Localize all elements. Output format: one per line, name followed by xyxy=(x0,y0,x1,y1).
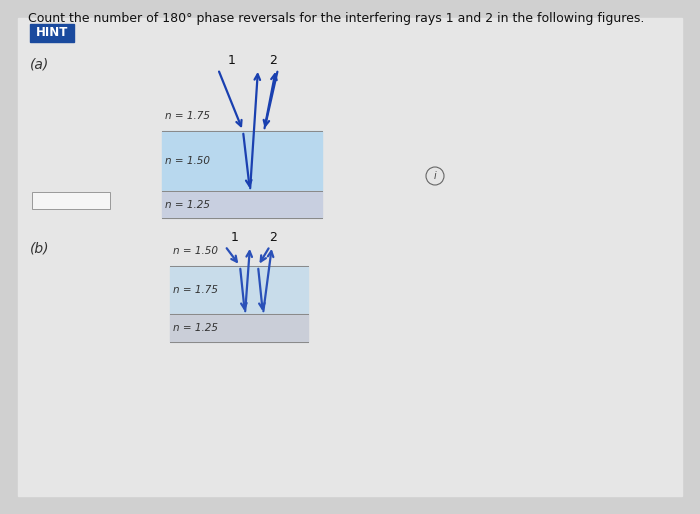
Text: i: i xyxy=(433,171,436,181)
Text: (b): (b) xyxy=(30,242,50,256)
Text: (a): (a) xyxy=(30,58,49,72)
Text: Count the number of 180° phase reversals for the interfering rays 1 and 2 in the: Count the number of 180° phase reversals… xyxy=(28,12,645,25)
Text: n = 1.75: n = 1.75 xyxy=(173,285,218,295)
Text: 2: 2 xyxy=(269,54,277,67)
Bar xyxy=(170,314,308,342)
Text: n = 1.25: n = 1.25 xyxy=(165,199,210,210)
Bar xyxy=(30,24,74,42)
Bar xyxy=(162,131,322,191)
Text: 1: 1 xyxy=(231,231,239,244)
Text: n = 1.50: n = 1.50 xyxy=(165,156,210,166)
Text: HINT: HINT xyxy=(36,27,68,40)
Text: n = 1.75: n = 1.75 xyxy=(165,111,210,121)
Text: 2: 2 xyxy=(269,231,277,244)
Text: n = 1.50: n = 1.50 xyxy=(173,246,218,256)
Text: n = 1.25: n = 1.25 xyxy=(173,323,218,333)
Bar xyxy=(162,191,322,218)
Circle shape xyxy=(426,167,444,185)
Text: 1: 1 xyxy=(228,54,236,67)
Bar xyxy=(32,192,110,209)
Bar xyxy=(170,266,308,314)
